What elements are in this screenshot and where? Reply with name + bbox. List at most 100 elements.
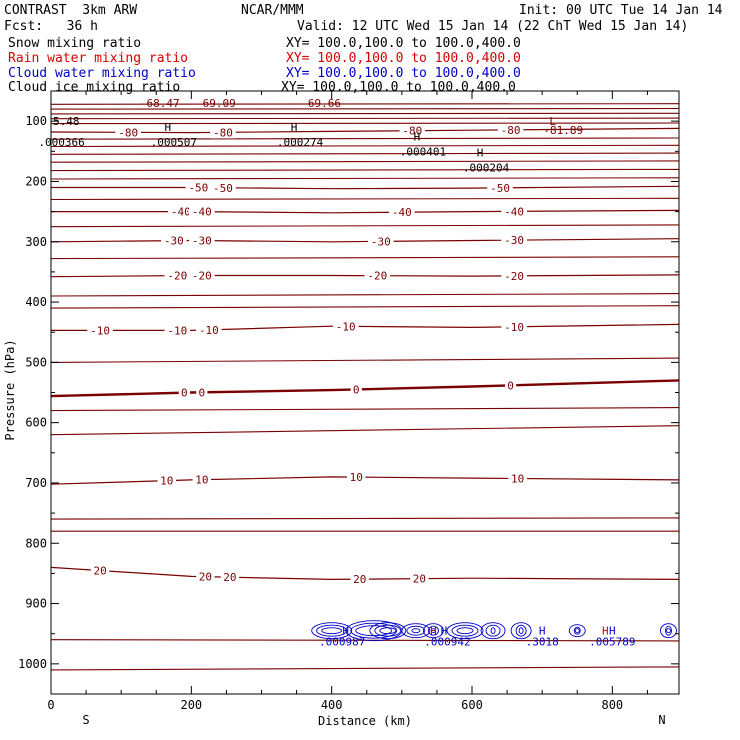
snow-high-marker: H [164, 121, 171, 134]
cloud-water-contour [355, 625, 393, 637]
contour-label: -10 [504, 321, 524, 334]
minimum-label: -81.89 [543, 124, 583, 137]
contour-label: -40 [171, 206, 191, 219]
contour-label-bg [347, 471, 366, 484]
cloud-water-contour [406, 625, 426, 636]
cloud-water-max-label: H [539, 625, 546, 638]
temperature-contour--20 [50, 274, 680, 278]
minimum-label: -69.66 [301, 97, 341, 110]
cloud-water-max-label: .000987 [319, 636, 365, 649]
cloud-water-contour [510, 622, 532, 640]
contour-label-bg [196, 323, 222, 336]
contour-label-bg [508, 472, 527, 485]
contour-label: -80 [402, 125, 422, 138]
cloud-water-contour [350, 622, 398, 639]
field-xy-snow: XY= 100.0,100.0 to 100.0,400.0 [286, 36, 521, 51]
cloud-water-max-label: H [609, 625, 616, 638]
cloud-water-max-label: .005789 [589, 636, 635, 649]
contour-label-bg [196, 570, 215, 583]
cloud-water-max-label: .3018 [526, 636, 559, 649]
temperature-contour-line [50, 407, 680, 412]
cloud-water-contour [480, 622, 506, 640]
temperature-contour-line [50, 152, 680, 155]
contour-label-bg [350, 573, 369, 586]
organization-label: NCAR/MMM [241, 3, 304, 18]
snow-max-value: .000274 [277, 136, 324, 149]
contour-label: -40 [392, 206, 412, 219]
cloud-water-contour [485, 624, 501, 637]
contour-label: 20 [93, 565, 106, 578]
contour-label-bg [115, 126, 141, 139]
cloud-water-contour [456, 627, 474, 635]
contour-label-bg [192, 473, 212, 486]
contour-label: -50 [188, 182, 208, 195]
temperature-contour--40 [51, 209, 680, 214]
contour-label: 20 [199, 571, 212, 584]
top-left-value: 5.48 [53, 115, 80, 128]
cloud-water-contour [379, 627, 397, 635]
field-xy-cloud-water: XY= 100.0,100.0 to 100.0,400.0 [286, 66, 521, 81]
temperature-contour-line [50, 357, 680, 363]
x-tick-label: 200 [180, 698, 202, 712]
contour-label: -80 [501, 124, 521, 137]
y-tick-label: 300 [25, 235, 47, 249]
snow-max-value: .000507 [151, 136, 197, 149]
cloud-water-max-label: H [441, 625, 448, 638]
contour-label: -20 [167, 270, 187, 283]
temperature-contour-line [50, 305, 680, 309]
contour-label-bg [389, 206, 415, 219]
temperature-contours-unlabeled [50, 103, 680, 671]
x-end-label-right: N [658, 713, 665, 727]
contour-label: -10 [336, 320, 356, 333]
cloud-water-contour [311, 622, 353, 640]
temperature-contour-line [50, 197, 680, 201]
contour-label-bg [399, 124, 426, 137]
contour-label-bg [168, 205, 194, 218]
cloud-water-max-label: .000942 [424, 636, 470, 649]
contour-label-bg [164, 269, 191, 282]
contour-label: 20 [223, 571, 236, 584]
temperature-contour-line [50, 293, 680, 297]
temperature-contour-line [50, 160, 680, 163]
cloud-water-contour [316, 624, 348, 637]
temperature-contour-line [50, 425, 680, 436]
y-tick-label: 700 [25, 476, 47, 490]
contour-label: 10 [160, 475, 173, 488]
y-axis-label: Pressure (hPa) [3, 339, 17, 440]
contour-label: -40 [504, 205, 524, 218]
cloud-water-contour [374, 624, 402, 637]
contour-label: 0 [199, 386, 206, 399]
contour-label-bg [160, 234, 187, 247]
cloud-water-max-label: H [342, 625, 349, 638]
cloud-water-contour [574, 628, 580, 634]
x-tick-label: 600 [461, 698, 483, 712]
model-title: CONTRAST 3km ARW [4, 3, 138, 18]
contour-label: -20 [504, 270, 524, 283]
contour-label: 20 [353, 573, 366, 586]
temperature-contour-0 [50, 379, 680, 398]
snow-high-marker: H [414, 130, 421, 143]
snow-max-value: .000366 [38, 136, 84, 149]
cloud-water-contour [518, 627, 524, 635]
cloud-water-contour [568, 624, 586, 638]
init-time: Init: 00 UTC Tue 14 Jan 14 [519, 3, 723, 18]
y-tick-label: 200 [25, 174, 47, 188]
contour-label-bg [504, 379, 517, 392]
contour-label-bg [367, 235, 394, 248]
contour-label: -10 [199, 324, 219, 337]
temperature-contour--50 [51, 185, 680, 190]
contour-label-bg [487, 181, 513, 194]
cloud-water-contour [422, 623, 444, 639]
minimum-label: -68.47 [140, 97, 180, 110]
temperature-contour-line [50, 177, 680, 180]
field-name-cloud-water: Cloud water mixing ratio [8, 66, 196, 81]
cloud-water-contour [660, 623, 677, 639]
contour-label: 0 [507, 379, 514, 392]
cloud-water-contour [665, 625, 672, 636]
cloud-water-contour [666, 628, 671, 634]
contour-label-bg [220, 571, 240, 584]
y-tick-label: 800 [25, 536, 47, 550]
contour-label-bg [189, 205, 215, 218]
temperature-contour-line [50, 122, 680, 125]
contour-label: -30 [371, 235, 391, 248]
